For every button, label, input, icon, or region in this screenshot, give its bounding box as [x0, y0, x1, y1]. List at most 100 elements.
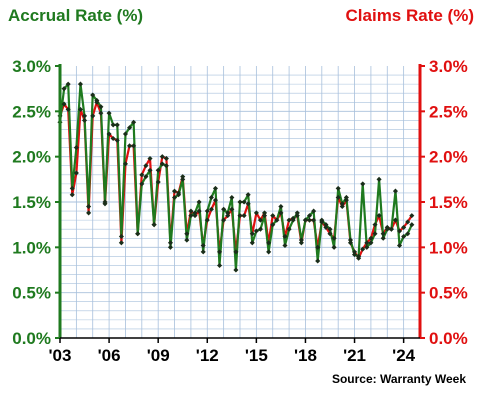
claims-rate-point [352, 249, 358, 255]
accrual-rate-point [266, 249, 272, 255]
accrual-rate-point [286, 226, 292, 232]
claims-rate-point [241, 213, 247, 219]
claims-rate-point [311, 217, 317, 223]
claims-rate-point [110, 135, 116, 142]
accrual-rate-point [302, 217, 308, 223]
tick-labels: 0.0% 0.0% 0.5% 0.5% 1.0% 1.0% 1.5% 1.5% 2.0% 2.0%… [12, 57, 468, 365]
accrual-rate-point [360, 181, 366, 187]
claims-rate-point [184, 231, 190, 237]
claims-rate-point [347, 240, 354, 246]
accrual-rate-point [376, 176, 382, 182]
left-axis-title: Accrual Rate (%) [8, 6, 144, 25]
accrual-rate-point [73, 145, 79, 151]
accrual-rate-point [257, 226, 264, 232]
accrual-rate-point [319, 217, 325, 223]
claims-rate-point [376, 213, 382, 219]
claims-rate-point [331, 235, 337, 241]
claims-rate-point [167, 240, 174, 246]
claims-rate-point [270, 213, 276, 219]
accrual-rate-point [204, 208, 210, 214]
claims-rate-point [180, 174, 186, 180]
accrual-rate-point [347, 237, 354, 243]
left-tick-label: 1.0% [12, 238, 51, 257]
accrual-rate-point [106, 110, 112, 116]
claims-rate-point [126, 143, 133, 149]
claims-rate-point [118, 240, 124, 246]
x-tick-label: '24 [392, 346, 415, 365]
claims-rate-point [306, 217, 313, 223]
claims-rate-point [405, 219, 411, 225]
accrual-rate-point [270, 222, 276, 228]
accrual-rate-point [401, 233, 407, 240]
claims-rate-point [81, 117, 88, 123]
accrual-rate-point [282, 242, 288, 249]
claims-rate-point [286, 217, 292, 223]
claims-rate-point [343, 197, 349, 203]
claims-rate-point [217, 249, 223, 255]
accrual-rate-point [188, 213, 194, 219]
right-tick-label: 2.0% [429, 148, 468, 167]
claims-rate-point [335, 194, 341, 201]
left-tick-label: 2.5% [12, 102, 51, 121]
accrual-rate-point [217, 262, 223, 269]
accrual-rate-point [180, 176, 186, 182]
claims-rate-point [171, 188, 178, 194]
accrual-rate-point [245, 192, 251, 198]
claims-rate-point [155, 179, 161, 185]
claims-rate-point [249, 231, 255, 237]
left-tick-label: 2.0% [12, 148, 51, 167]
accrual-rate-point [339, 201, 345, 207]
claims-rate-point [245, 201, 251, 207]
accrual-rate-point [388, 226, 394, 232]
x-tick-label: '09 [147, 346, 170, 365]
accrual-rate-point [184, 237, 190, 243]
claims-rate-point [364, 240, 370, 246]
accrual-rate-point [294, 210, 300, 216]
accrual-rate-point [368, 240, 374, 246]
claims-rate-point [257, 217, 263, 223]
accrual-rate-point [298, 237, 304, 243]
x-tick-label: '06 [98, 346, 121, 365]
accrual-rate-point [82, 113, 88, 119]
x-tick-label: '12 [196, 346, 219, 365]
accrual-rate-point [196, 199, 202, 205]
claims-rate-point [392, 217, 398, 223]
claims-rate-point [159, 154, 165, 160]
accrual-rate-point [278, 203, 284, 210]
claims-rate-point [266, 240, 272, 246]
accrual-rate-point [229, 194, 235, 201]
accrual-rate-point [61, 86, 67, 92]
claims-rate-point [368, 235, 374, 241]
series-markers [57, 81, 415, 273]
left-tick-label: 0.5% [12, 284, 51, 303]
claims-rate-point [323, 224, 329, 230]
accrual-rate-point [192, 210, 198, 216]
x-tick-label: '21 [343, 346, 366, 365]
accrual-rate-point [274, 217, 280, 223]
accrual-rate-point [261, 213, 268, 219]
left-tick-label: 0.0% [12, 329, 51, 348]
claims-rate-point [188, 208, 194, 214]
claims-rate-point [192, 213, 198, 219]
accrual-rate-point [241, 199, 247, 205]
claims-rate-point [360, 246, 366, 252]
accrual-rate-point [163, 163, 169, 169]
claims-rate-point [298, 240, 304, 246]
accrual-rate-point [167, 244, 173, 250]
accrual-rate-point [110, 122, 116, 128]
claims-rate-point [409, 213, 415, 219]
accrual-rate-point [356, 253, 362, 259]
claims-rate-point [61, 101, 67, 107]
claims-rate-point [401, 224, 407, 230]
claims-rate-point [396, 228, 403, 234]
accrual-rate-point [311, 208, 317, 214]
claims-rate-point [327, 231, 333, 237]
accrual-rate-point [290, 217, 296, 223]
accrual-rate-point [143, 174, 149, 180]
x-tick-label: '15 [245, 346, 268, 365]
claims-rate-point [73, 170, 79, 176]
accrual-rate-point [176, 192, 182, 198]
accrual-rate-point [392, 188, 398, 194]
source-note: Source: Warranty Week [331, 372, 466, 386]
accrual-rate-point [384, 226, 390, 232]
